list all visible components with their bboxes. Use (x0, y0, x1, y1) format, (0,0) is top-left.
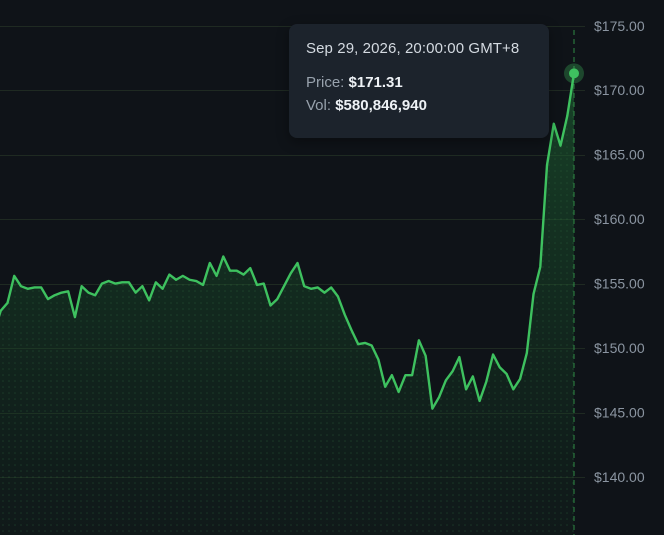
price-area-dots (0, 73, 574, 535)
y-tick-label: $150.00 (594, 340, 645, 356)
tooltip-date: Sep 29, 2026, 20:00:00 GMT+8 (306, 40, 520, 57)
tooltip-price-value: $171.31 (348, 74, 403, 91)
tooltip-volume-row: Vol: $580,846,940 (306, 97, 532, 114)
y-tick-label: $160.00 (594, 211, 645, 227)
tooltip-price-label: Price: (306, 74, 345, 91)
y-tick-label: $165.00 (594, 147, 645, 163)
area-fill-layer (0, 73, 574, 535)
price-line-layer (0, 72, 576, 410)
y-tick-label: $155.00 (594, 276, 645, 292)
tooltip-volume-label: Vol: (306, 97, 332, 114)
y-tick-label: $170.00 (594, 82, 645, 98)
y-axis-tick-labels: $140.00 $145.00 $150.00 $155.00 $160.00 $165.… (594, 18, 645, 485)
y-tick-label: $140.00 (594, 469, 645, 485)
hover-marker-dot[interactable] (569, 68, 579, 79)
marker-layer[interactable] (564, 63, 584, 84)
price-tooltip: Sep 29, 2026, 20:00:00 GMT+8 Price: $171… (289, 24, 549, 138)
tooltip-price-row: Price: $171.31 (306, 74, 532, 91)
y-tick-label: $145.00 (594, 405, 645, 421)
price-line (0, 72, 576, 410)
tooltip-volume-value: $580,846,940 (335, 97, 427, 114)
y-tick-label: $175.00 (594, 18, 645, 34)
